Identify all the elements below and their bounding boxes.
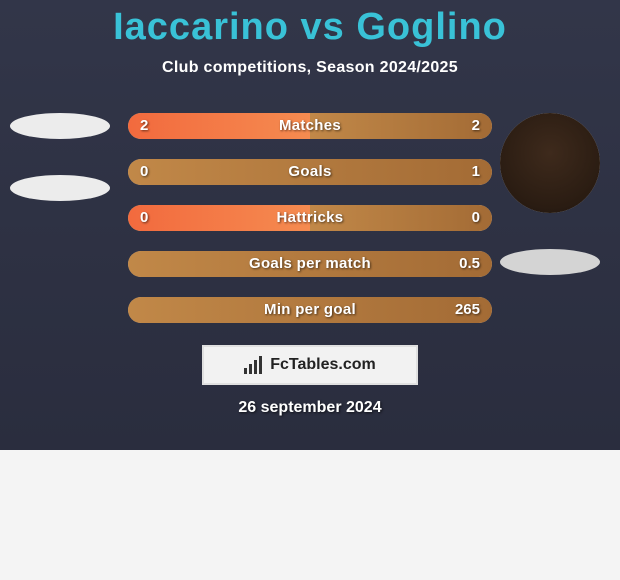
watermark-text: FcTables.com [270, 356, 376, 374]
player-left-column [0, 113, 120, 323]
stat-label: Goals per match [249, 251, 371, 277]
stat-row: 0 0 Hattricks [128, 205, 492, 231]
stat-value-right: 2 [472, 113, 480, 139]
stat-row: 0 1 Goals [128, 159, 492, 185]
stat-value-left: 0 [140, 159, 148, 185]
date-label: 26 september 2024 [238, 399, 381, 417]
page-title: Iaccarino vs Goglino [113, 6, 507, 49]
player-right-avatar [500, 113, 600, 213]
stat-row: 0.5 Goals per match [128, 251, 492, 277]
stat-value-right: 1 [472, 159, 480, 185]
player-right-badge [500, 249, 600, 275]
stat-label: Matches [279, 113, 341, 139]
player-right-column [500, 113, 620, 323]
player-left-avatar [10, 113, 110, 139]
stat-bars: 2 2 Matches 0 1 Goals 0 0 Hattricks 0.5 Goals per … [120, 113, 500, 323]
stat-label: Min per goal [264, 297, 356, 323]
player-right-face [500, 113, 600, 213]
stat-value-right: 0.5 [459, 251, 480, 277]
title-block: Iaccarino vs Goglino Club competitions, … [113, 6, 507, 77]
comparison-card: Iaccarino vs Goglino Club competitions, … [0, 0, 620, 580]
card-top: Iaccarino vs Goglino Club competitions, … [0, 0, 620, 450]
subtitle: Club competitions, Season 2024/2025 [113, 59, 507, 77]
card-bottom [0, 450, 620, 580]
stat-row: 2 2 Matches [128, 113, 492, 139]
player-left-badge [10, 175, 110, 201]
stat-value-left: 2 [140, 113, 148, 139]
stat-row: 265 Min per goal [128, 297, 492, 323]
stat-label: Goals [288, 159, 331, 185]
stat-label: Hattricks [277, 205, 344, 231]
watermark[interactable]: FcTables.com [202, 345, 418, 385]
comparison-body: 2 2 Matches 0 1 Goals 0 0 Hattricks 0.5 Goals per … [0, 113, 620, 323]
stat-value-left: 0 [140, 205, 148, 231]
stat-value-right: 0 [472, 205, 480, 231]
stat-value-right: 265 [455, 297, 480, 323]
bar-chart-icon [244, 356, 264, 374]
